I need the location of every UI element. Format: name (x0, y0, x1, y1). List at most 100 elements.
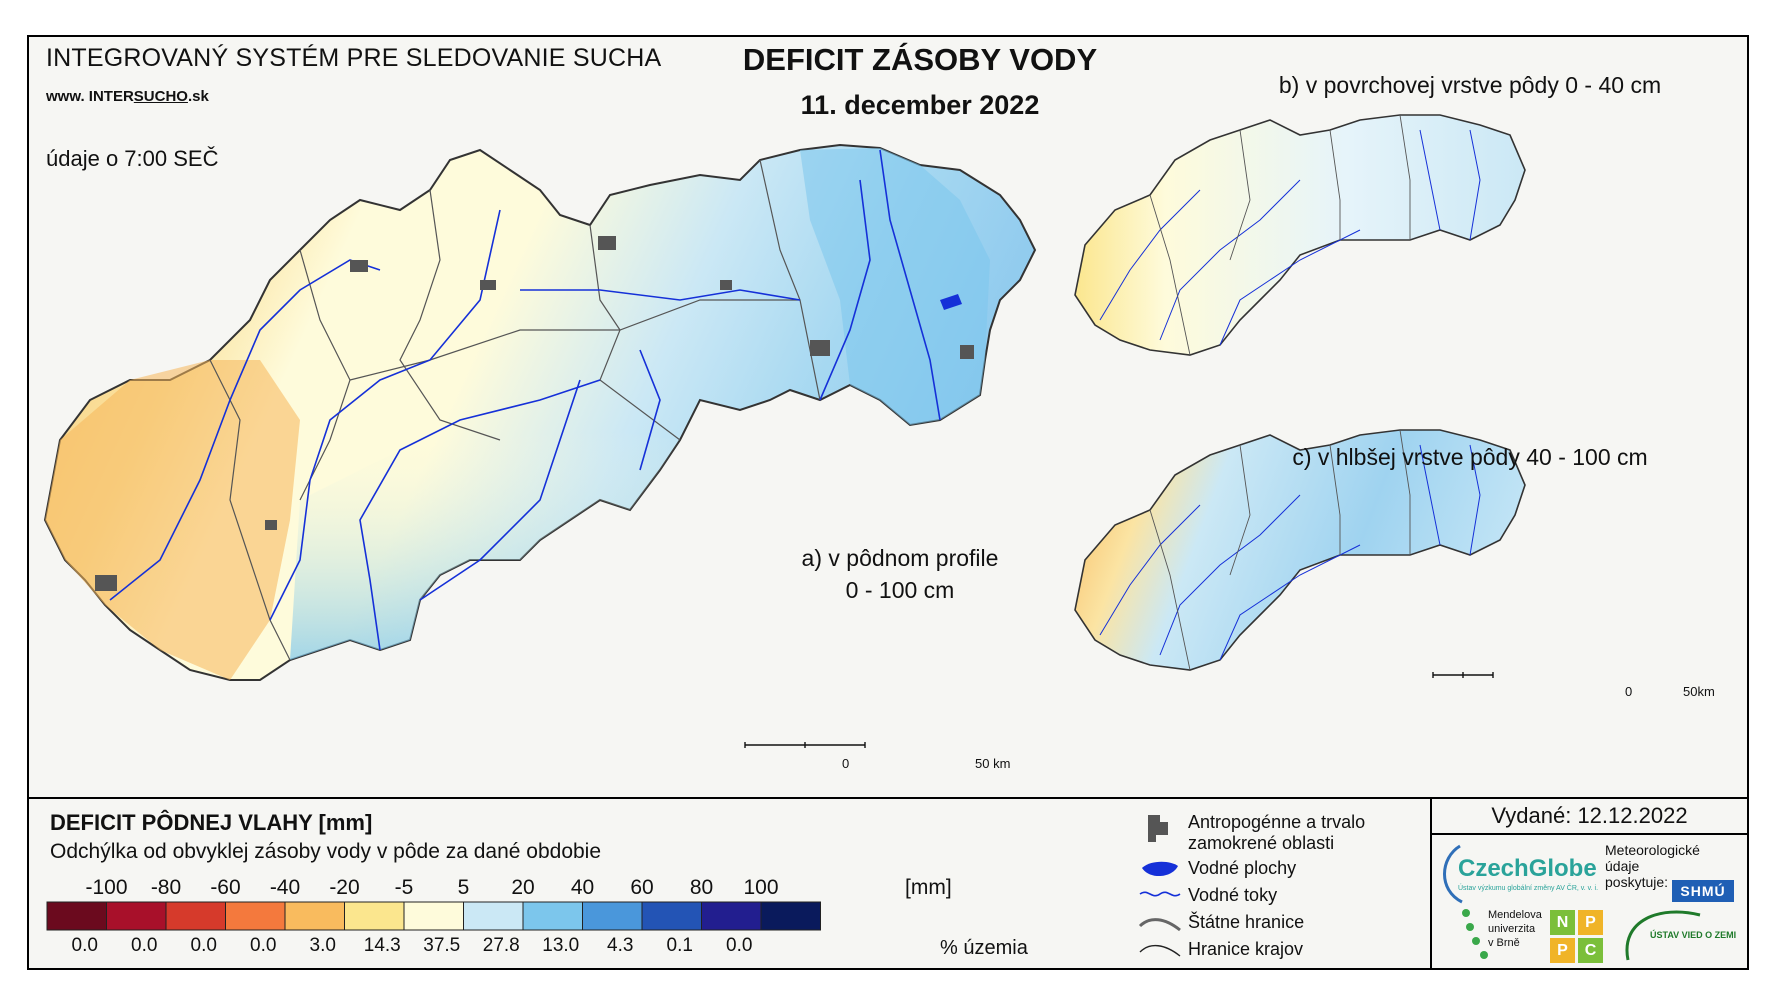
map-c (1074, 429, 1526, 671)
meteo-provider-text: Meteorologické údaje poskytuje: (1605, 842, 1700, 890)
legend-percent-value: 0.0 (726, 935, 753, 956)
main-title: DEFICIT ZÁSOBY VODY (742, 42, 1098, 77)
meteo-line-1: Meteorologické (1605, 842, 1700, 858)
system-title: INTEGROVANÝ SYSTÉM PRE SLEDOVANIE SUCHA (46, 44, 662, 72)
legend-tick-label: -5 (394, 876, 414, 899)
rivers-main (109, 149, 941, 651)
scale-small-zero: 0 (1625, 684, 1633, 699)
nppc-p1: P (1578, 910, 1603, 935)
map-b (1074, 114, 1526, 356)
legend-percent-value: 3.0 (309, 935, 336, 956)
legend-tick-label: -40 (269, 876, 301, 899)
slovakia-outline-b (1074, 114, 1526, 356)
legend-colorbar (46, 901, 821, 931)
legend-tick-label: 40 (570, 876, 595, 899)
scale-main-zero: 0 (842, 756, 850, 771)
region-border-icon (1139, 945, 1181, 957)
symbol-urban-line-2: zamokrené oblasti (1188, 833, 1335, 853)
urban-areas-main (95, 236, 974, 591)
legend-color-swatch (582, 901, 643, 931)
scale-bar-small (1432, 672, 1494, 678)
legend-percent-value: 4.3 (607, 935, 634, 956)
issued-date: Vydané: 12.12.2022 (1491, 803, 1688, 828)
symbol-icons (1138, 815, 1181, 957)
legend-color-swatch (760, 901, 821, 931)
legend-percent-value: 0.0 (190, 935, 217, 956)
legend-percent-value: 0.1 (666, 935, 693, 956)
slovakia-outline-c (1074, 429, 1526, 671)
symbol-rivers-label: Vodné toky (1188, 885, 1278, 905)
map-date: 11. december 2022 (800, 90, 1040, 120)
nppc-p2: P (1550, 938, 1575, 963)
legend-color-swatch (225, 901, 286, 931)
uvz-logo-icon (1625, 910, 1701, 961)
map-c-label: c) v hlbšej vrstve pôdy 40 - 100 cm (1292, 444, 1648, 470)
issued-divider (1430, 833, 1749, 835)
mendel-logo: Mendelova univerzita v Brně (1488, 908, 1542, 950)
legend-subtitle: Odchýlka od obvyklej zásoby vody v pôde … (50, 840, 602, 863)
nppc-n: N (1550, 910, 1575, 935)
legend-tick-label: -80 (150, 876, 182, 899)
symbol-region-border-label: Hranice krajov (1188, 939, 1304, 959)
legend-tick-label: -60 (210, 876, 241, 899)
symbol-urban-label: Antropogénne a trvalo zamokrené oblasti (1188, 812, 1365, 854)
scale-bar-main (744, 742, 866, 748)
legend-color-swatch (403, 901, 464, 931)
website-underlined: SUCHO (133, 88, 188, 105)
map-a-label-1: a) v pôdnom profile (801, 545, 999, 571)
legend-color-swatch (284, 901, 345, 931)
mendel-line-3: v Brně (1488, 937, 1520, 949)
czechglobe-logo: CzechGlobe (1458, 855, 1597, 882)
legend-tick-label: -100 (85, 876, 128, 899)
legend-title: DEFICIT PÔDNEJ VLAHY [mm] (50, 810, 373, 835)
legend-tick-label: 20 (511, 876, 535, 899)
river-icon (1139, 891, 1181, 897)
data-time: údaje o 7:00 SEČ (46, 146, 219, 171)
issued-panel (1430, 797, 1749, 970)
website-suffix: .sk (187, 88, 209, 105)
legend-tick-label: 100 (743, 876, 779, 899)
map-a-label-2: 0 - 100 cm (845, 577, 955, 603)
symbol-water-label: Vodné plochy (1188, 858, 1297, 878)
legend-unit: [mm] (905, 876, 952, 899)
legend-percent-value: 0.0 (131, 935, 158, 956)
legend-color-swatch (641, 901, 702, 931)
scale-main-fifty: 50 km (975, 756, 1011, 771)
legend-panel (27, 797, 1437, 972)
east-blue-overlay (800, 148, 990, 425)
mendel-dots-icon (1462, 909, 1488, 959)
west-orange-overlay (45, 360, 300, 680)
nppc-logo: N P P C (1550, 910, 1604, 964)
czechglobe-logo-icon (1443, 844, 1463, 904)
symbol-state-border-label: Štátne hranice (1188, 912, 1305, 932)
water-body-icon (1142, 861, 1178, 877)
legend-color-swatch (522, 901, 583, 931)
water-body-main (940, 294, 962, 310)
legend-tick-label: 60 (630, 876, 654, 899)
state-border-icon (1138, 918, 1181, 932)
legend-tick-label: -20 (329, 876, 360, 899)
nppc-c: C (1578, 938, 1603, 963)
legend-percent-value: 0.0 (250, 935, 277, 956)
website-link[interactable]: www. INTERSUCHO.sk (46, 88, 209, 105)
legend-color-swatch (165, 901, 226, 931)
legend-percent-label: % územia (940, 937, 1028, 959)
legend-color-swatch (46, 901, 107, 931)
shmu-logo: SHMÚ (1672, 880, 1734, 902)
website-prefix: www. INTER (46, 88, 134, 105)
urban-area-icon (1148, 815, 1168, 842)
legend-percent-value: 0.0 (71, 935, 98, 956)
map-a (43, 143, 1037, 681)
uvz-logo: ÚSTAV VIED O ZEMI (1650, 930, 1737, 940)
legend-percent-value: 13.0 (542, 935, 580, 956)
legend-percent-value: 14.3 (363, 935, 401, 956)
mendel-line-2: univerzita (1488, 923, 1536, 935)
map-b-label: b) v povrchovej vrstve pôdy 0 - 40 cm (1278, 72, 1662, 98)
mendel-line-1: Mendelova (1488, 909, 1542, 921)
legend-percent-value: 27.8 (482, 935, 520, 956)
legend-color-swatch (106, 901, 167, 931)
south-blue-overlay (290, 430, 680, 660)
symbol-urban-line-1: Antropogénne a trvalo (1188, 812, 1366, 832)
meteo-line-2: údaje (1605, 858, 1640, 874)
